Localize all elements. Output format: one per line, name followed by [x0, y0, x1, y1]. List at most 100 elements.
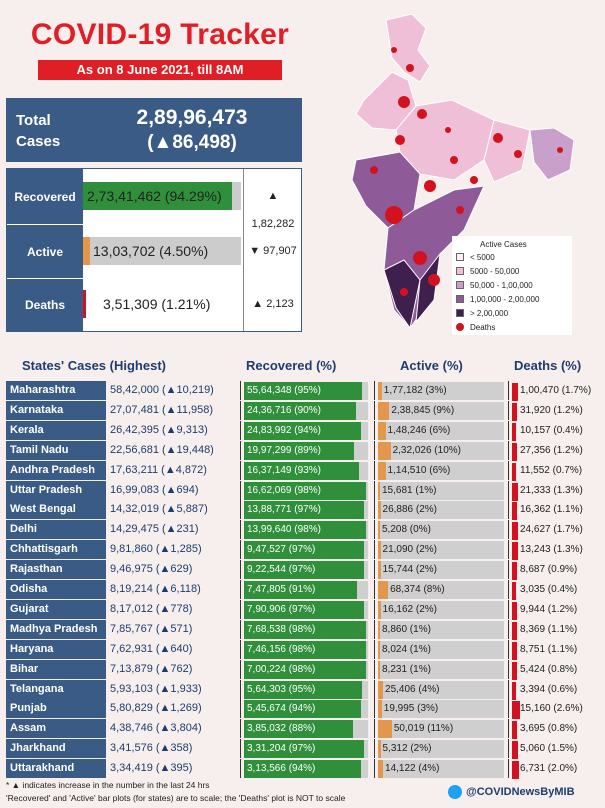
footnote-2: 'Recovered' and 'Active' bar plots (for … [6, 793, 346, 803]
column-divider [240, 400, 241, 420]
state-name: Haryana [6, 639, 106, 659]
recovered-bar: 7,00,224 (98%) [244, 660, 368, 679]
column-divider [508, 679, 509, 699]
recovered-bar: 3,31,204 (97%) [244, 740, 368, 759]
column-divider [374, 440, 375, 460]
header-active: Active (%) [400, 358, 463, 373]
recovered-bar-fill [244, 700, 361, 719]
map-region-northeast [529, 127, 574, 181]
column-divider [240, 719, 241, 739]
active-value: 8,860 (1%) [382, 623, 431, 635]
legend-swatch [456, 281, 464, 289]
state-name: Kerala [6, 420, 106, 440]
column-divider [374, 619, 375, 639]
column-divider [374, 460, 375, 480]
column-divider [374, 599, 375, 619]
state-cases: 14,32,019 (▲5,887) [110, 503, 208, 516]
deaths-bar-fill [512, 601, 518, 620]
active-bar-fill [378, 720, 392, 739]
active-value: 1,14,510 (6%) [387, 464, 451, 476]
recovered-bar-fill [244, 640, 366, 659]
column-divider [374, 520, 375, 540]
deaths-bar-fill [512, 482, 518, 501]
deaths-bar: 8,687 (0.9%) [512, 561, 600, 581]
column-divider [240, 480, 241, 500]
deaths-bar: 5,060 (1.5%) [512, 740, 600, 760]
recovered-change: ▲ 1,82,282 [251, 190, 295, 230]
column-divider [508, 759, 509, 779]
active-bar-fill [378, 501, 381, 520]
recovered-value: 24,36,716 (90%) [247, 404, 321, 416]
recovered-bar-fill [244, 660, 366, 679]
deaths-bar-fill [512, 462, 517, 481]
table-row: Kerala 26,42,395 (▲9,313) 24,83,992 (94%) 1… [6, 420, 601, 441]
legend-item: > 2,00,000 [456, 307, 568, 319]
column-divider [374, 639, 375, 659]
active-value: 50,019 (11%) [393, 723, 454, 735]
deaths-value: 31,920 (1.2%) [520, 404, 583, 416]
state-name: Gujarat [6, 599, 106, 619]
active-bar-fill [378, 441, 391, 460]
active-bar-fill [378, 401, 390, 420]
header-states: States' Cases (Highest) [22, 358, 166, 373]
state-name: West Bengal [6, 500, 106, 520]
state-name: Telangana [6, 679, 106, 699]
state-name: Maharashtra [6, 381, 106, 400]
state-cases: 5,80,829 (▲1,269) [110, 702, 202, 715]
deaths-bar: 5,424 (0.8%) [512, 661, 600, 680]
table-row: Uttar Pradesh 16,99,083 (▲694) 16,62,069 (… [6, 480, 601, 501]
column-divider [240, 560, 241, 580]
state-name: Jharkhand [6, 739, 106, 759]
active-bar: 13,03,702 (4.50%) [83, 237, 241, 265]
deaths-bar: 13,243 (1.3%) [512, 541, 600, 561]
recovered-value: 19,97,299 (89%) [247, 444, 321, 456]
column-divider [240, 420, 241, 440]
recovered-value: 16,62,069 (98%) [247, 484, 321, 496]
recovered-value: 3,13,566 (94%) [247, 763, 316, 775]
column-divider [374, 659, 375, 679]
recovered-bar-fill [244, 561, 365, 580]
active-value: 8,231 (1%) [382, 663, 431, 675]
active-bar: 1,14,510 (6%) [378, 461, 504, 480]
deaths-bar-fill [512, 661, 517, 680]
column-divider [508, 719, 509, 739]
active-bar-fill [378, 461, 386, 480]
active-label: Active [7, 224, 83, 278]
column-divider [240, 440, 241, 460]
column-divider [374, 699, 375, 719]
deaths-bar-fill [512, 641, 518, 660]
column-divider [508, 540, 509, 560]
deaths-bar: 8,369 (1.1%) [512, 621, 600, 640]
recovered-value: 3,85,032 (88%) [247, 723, 316, 735]
recovered-bar: 19,97,299 (89%) [244, 441, 368, 460]
state-cases: 7,62,931 (▲640) [110, 642, 193, 655]
map-legend: Active Cases < 5000 5000 - 50,000 50,000… [452, 236, 572, 335]
column-divider [240, 540, 241, 560]
table-row: Haryana 7,62,931 (▲640) 7,46,156 (98%) 8,02… [6, 639, 601, 660]
column-divider [508, 440, 509, 460]
state-cases: 4,38,746 (▲3,804) [110, 722, 202, 735]
recovered-bar-fill [244, 541, 365, 560]
recovered-label: Recovered [7, 169, 83, 224]
column-divider [508, 420, 509, 440]
column-divider [240, 500, 241, 520]
deaths-bar: 1,00,470 (1.7%) [512, 382, 600, 401]
state-cases: 26,42,395 (▲9,313) [110, 423, 208, 436]
column-divider [374, 679, 375, 699]
total-cases-value: 2,89,96,473 [136, 106, 248, 129]
recovered-value: 7,90,906 (97%) [247, 603, 316, 615]
active-value: 19,995 (3%) [383, 703, 439, 715]
deaths-bar-fill [512, 741, 518, 760]
table-row: Rajasthan 9,46,975 (▲629) 9,22,544 (97%) 15… [6, 560, 601, 581]
recovered-bar: 5,64,303 (95%) [244, 680, 368, 699]
column-divider [240, 599, 241, 619]
deaths-value: 9,944 (1.2%) [520, 603, 578, 615]
state-name: Rajasthan [6, 560, 106, 580]
active-bar-fill [378, 760, 384, 779]
deaths-bar: 24,627 (1.7%) [512, 521, 600, 541]
state-name: Odisha [6, 580, 106, 599]
column-divider [374, 420, 375, 440]
column-divider [240, 659, 241, 679]
column-divider [374, 759, 375, 779]
recovered-bar-fill [244, 401, 356, 420]
